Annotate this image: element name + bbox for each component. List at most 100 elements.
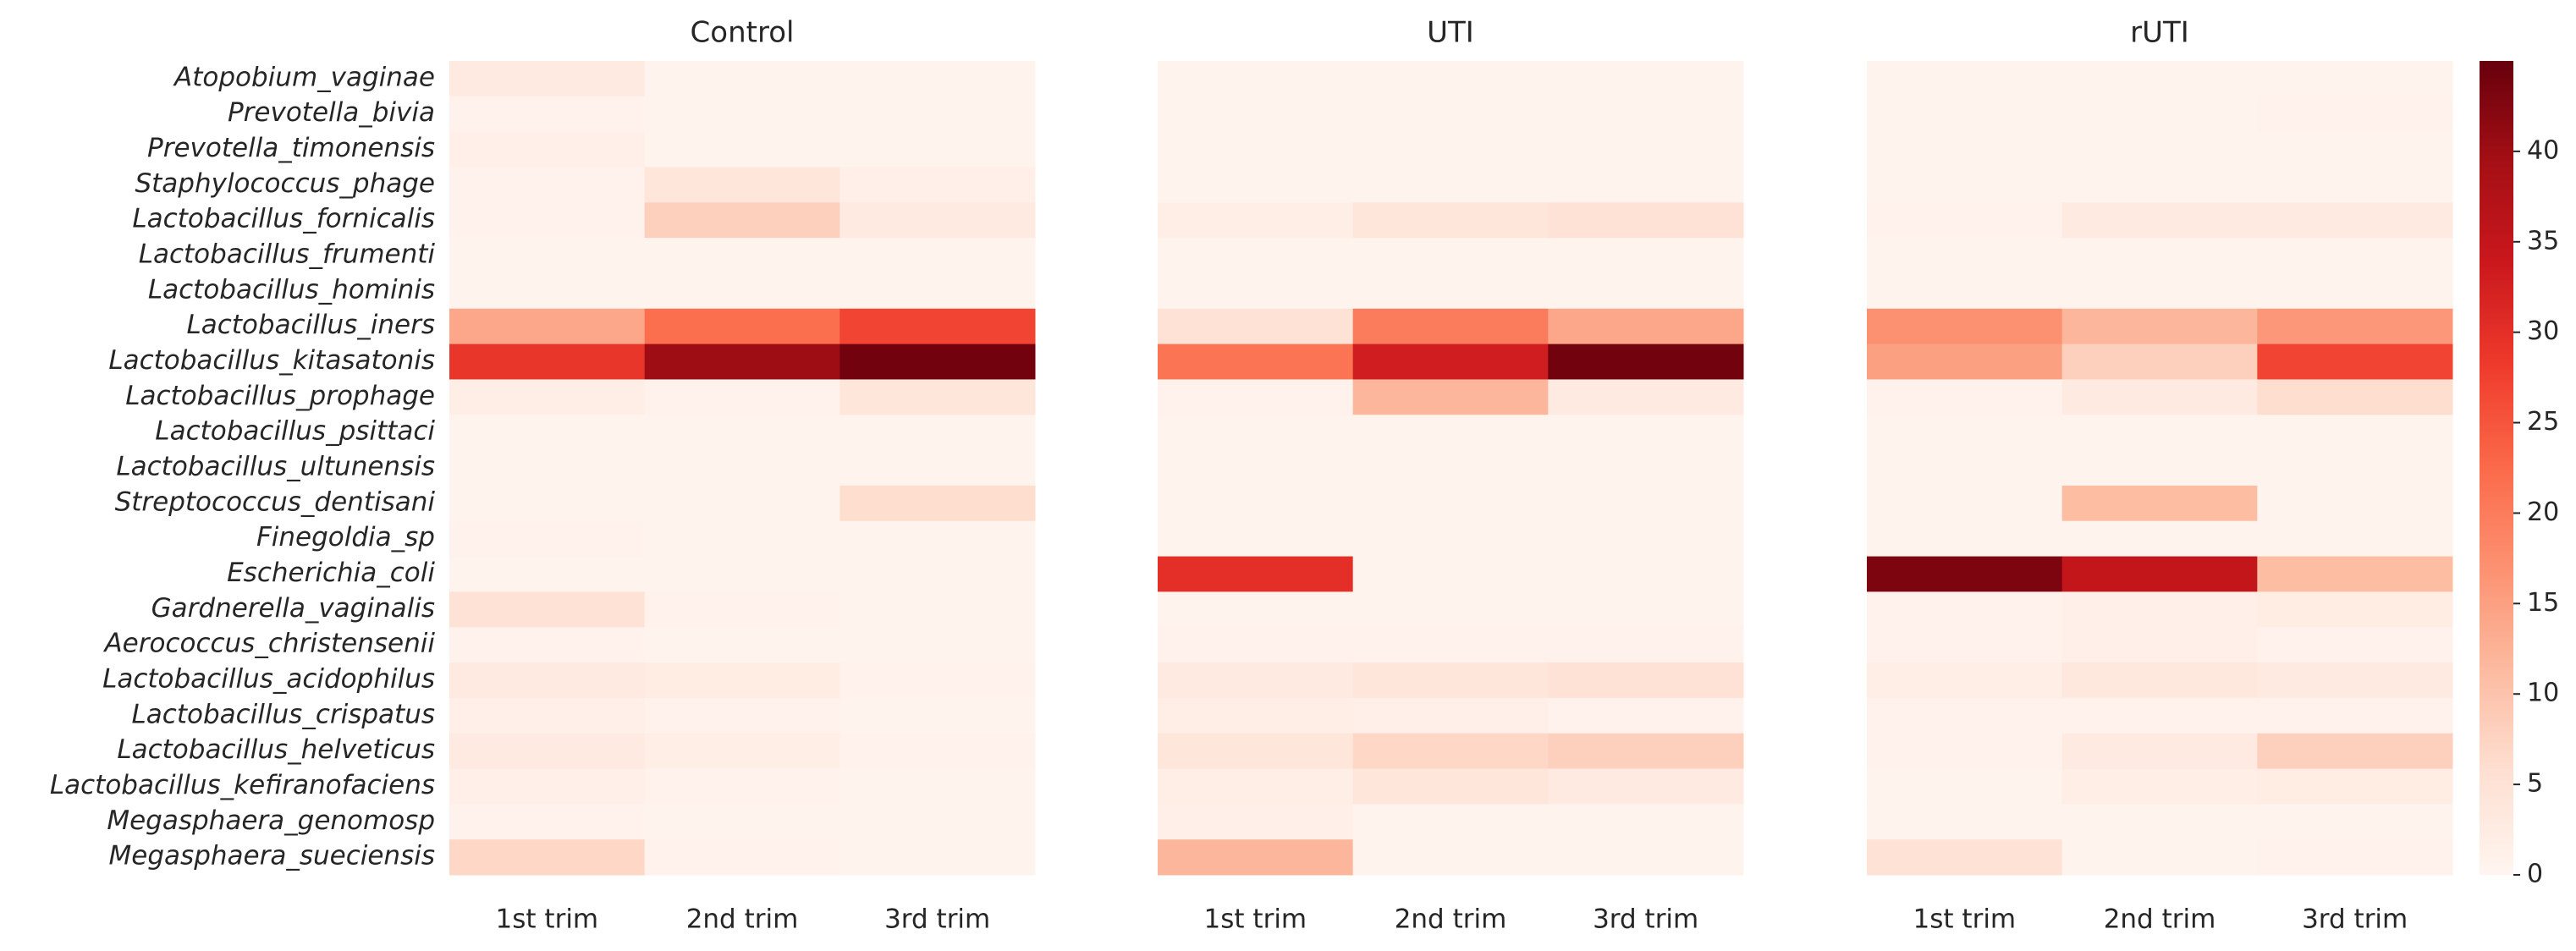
row-label: Lactobacillus_hominis <box>148 274 435 305</box>
heatmap-cell <box>2257 308 2453 345</box>
heatmap-cell <box>2257 202 2453 239</box>
heatmap-cell <box>2061 627 2258 663</box>
heatmap-cell <box>644 662 840 699</box>
heatmap-cell <box>644 167 840 203</box>
panel-title: rUTI <box>2130 16 2189 50</box>
heatmap-cell <box>2257 379 2453 415</box>
row-label: Lactobacillus_kitasatonis <box>108 345 435 376</box>
heatmap-cell <box>449 308 646 345</box>
colorbar-tick-label: 15 <box>2527 588 2559 618</box>
heatmap-cell <box>1352 662 1549 699</box>
heatmap-cell <box>2257 272 2453 310</box>
heatmap-cell <box>1867 202 2063 239</box>
heatmap-cell <box>644 61 840 97</box>
heatmap-cell <box>449 202 646 239</box>
x-tick-label: 3rd trim <box>2302 904 2408 935</box>
row-label: Escherichia_coli <box>227 558 435 588</box>
heatmap-cell <box>839 804 1036 840</box>
heatmap-cell <box>1867 485 2063 522</box>
heatmap-cell <box>2061 167 2258 203</box>
heatmap-cell <box>2257 450 2453 486</box>
heatmap-cell <box>1548 379 1744 415</box>
heatmap-cell <box>449 804 646 840</box>
heatmap-cell <box>1352 167 1549 203</box>
heatmap-cell <box>1548 839 1744 876</box>
heatmap-cell <box>1352 697 1549 734</box>
heatmap-cell <box>1548 202 1744 239</box>
heatmap-cell <box>449 662 646 699</box>
heatmap-cell <box>1158 839 1354 876</box>
heatmap-cell <box>2257 344 2453 380</box>
heatmap-cell <box>839 238 1036 274</box>
heatmap-cell <box>2061 768 2258 805</box>
heatmap-cell <box>1352 591 1549 628</box>
colorbar-tick-label: 20 <box>2527 497 2559 527</box>
heatmap-cell <box>1158 202 1354 239</box>
row-label: Lactobacillus_helveticus <box>117 734 435 765</box>
heatmap-cell <box>2061 238 2258 274</box>
heatmap-cell <box>449 61 646 97</box>
row-label: Lactobacillus_kefiranofaciens <box>50 770 435 800</box>
x-tick-label: 3rd trim <box>1593 904 1698 935</box>
heatmap-cell <box>1352 733 1549 770</box>
heatmap-cell <box>1352 202 1549 239</box>
heatmap-cell <box>2061 485 2258 522</box>
heatmap-cell <box>644 485 840 522</box>
heatmap-panel: UTI 1st trim 2nd trim 3rd trim <box>1158 16 1744 935</box>
heatmap-cell <box>1867 415 2063 451</box>
colorbar-tick-label: 5 <box>2527 769 2543 799</box>
heatmap-cell <box>1548 96 1744 133</box>
heatmap-cell <box>1867 344 2063 380</box>
colorbar <box>2480 61 2513 875</box>
heatmap-cell <box>1352 272 1549 310</box>
heatmap-cell <box>644 238 840 274</box>
heatmap-cell <box>2061 733 2258 770</box>
heatmap-cell <box>1867 520 2063 558</box>
colorbar-tick-label: 30 <box>2527 316 2559 346</box>
heatmap-cell <box>1867 450 2063 486</box>
heatmap-cell <box>2257 485 2453 522</box>
heatmap-cell <box>1352 415 1549 451</box>
heatmap-cell <box>2061 415 2258 451</box>
heatmap-cell <box>1867 131 2063 168</box>
heatmap-cell <box>1158 485 1354 522</box>
heatmap-cell <box>1158 733 1354 770</box>
heatmap-cell <box>839 167 1036 203</box>
heatmap-cell <box>644 131 840 168</box>
heatmap-cell <box>1352 379 1549 415</box>
heatmap-cell <box>1352 96 1549 133</box>
heatmap-cell <box>1867 61 2063 97</box>
heatmap-cell <box>1158 520 1354 558</box>
heatmap-cell <box>2061 804 2258 840</box>
heatmap-cell <box>1548 804 1744 840</box>
x-tick-label: 2nd trim <box>1395 904 1507 935</box>
row-label: Lactobacillus_acidophilus <box>102 663 435 694</box>
heatmap-cell <box>1352 238 1549 274</box>
heatmap-cell <box>1158 131 1354 168</box>
heatmap-cell <box>449 379 646 415</box>
x-tick-label: 1st trim <box>496 904 599 935</box>
heatmap-cell <box>449 96 646 133</box>
heatmap-cell <box>839 839 1036 876</box>
heatmap-cell <box>2257 591 2453 628</box>
heatmap-cell <box>1158 167 1354 203</box>
heatmap-cell <box>839 591 1036 628</box>
heatmap-cell <box>839 556 1036 592</box>
heatmap-cell <box>839 662 1036 699</box>
heatmap-cell <box>2061 202 2258 239</box>
heatmap-cell <box>839 485 1036 522</box>
heatmap-cell <box>1548 627 1744 663</box>
heatmap-cell <box>644 96 840 133</box>
heatmap-panel: rUTI 1st trim 2nd trim 3rd trim <box>1867 16 2453 935</box>
heatmap-cell <box>449 733 646 770</box>
heatmap-cell <box>2061 131 2258 168</box>
heatmap-cell <box>1867 768 2063 805</box>
heatmap-cell <box>449 768 646 805</box>
row-label: Lactobacillus_iners <box>186 310 435 340</box>
heatmap-cell <box>1548 662 1744 699</box>
heatmap-cell <box>2257 520 2453 558</box>
heatmap-cell <box>2061 272 2258 310</box>
heatmap-cell <box>1548 556 1744 592</box>
colorbar-tick-label: 25 <box>2527 407 2559 437</box>
